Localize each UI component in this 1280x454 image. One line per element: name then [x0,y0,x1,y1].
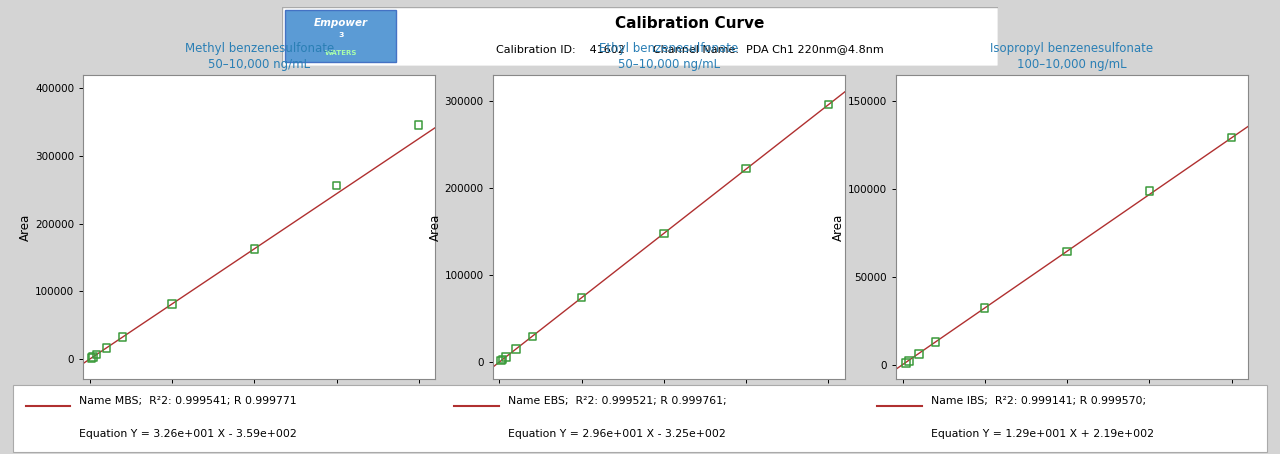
X-axis label: Amount: Amount [236,402,283,415]
Point [96,345,116,352]
Text: Equation Y = 3.26e+001 X - 3.59e+002: Equation Y = 3.26e+001 X - 3.59e+002 [79,429,297,439]
Text: ³: ³ [338,31,343,44]
Point [506,345,526,353]
Text: Equation Y = 2.96e+001 X - 3.25e+002: Equation Y = 2.96e+001 X - 3.25e+002 [508,429,726,439]
Point [925,338,946,345]
Point [326,182,347,189]
Point [161,300,182,307]
Point [1221,134,1242,141]
Y-axis label: Area: Area [19,213,32,241]
Text: Name MBS;  R²2: 0.999541; R 0.999771: Name MBS; R²2: 0.999541; R 0.999771 [79,396,297,406]
Point [654,230,675,237]
Point [495,353,516,360]
Point [899,357,919,365]
Text: Name IBS;  R²2: 0.999141; R 0.999570;: Name IBS; R²2: 0.999141; R 0.999570; [931,396,1146,406]
Point [81,354,101,361]
Text: Calibration ID:    41602        Channel Name:  PDA Ch1 220nm@4.8nm: Calibration ID: 41602 Channel Name: PDA … [497,44,884,54]
Text: Calibration Curve: Calibration Curve [616,16,765,31]
Point [86,351,106,358]
Point [113,333,133,340]
Text: Name EBS;  R²2: 0.999521; R 0.999761;: Name EBS; R²2: 0.999521; R 0.999761; [508,396,727,406]
Text: WATERS: WATERS [325,50,357,56]
Y-axis label: Area: Area [832,213,845,241]
Point [522,333,543,340]
Point [408,122,429,129]
Point [974,305,995,312]
Point [490,357,511,365]
Text: Equation Y = 1.29e+001 X + 2.19e+002: Equation Y = 1.29e+001 X + 2.19e+002 [931,429,1153,439]
Point [909,350,929,358]
X-axis label: Amount: Amount [1048,402,1096,415]
Title: Ethyl benzenesulfonate
50–10,000 ng/mL: Ethyl benzenesulfonate 50–10,000 ng/mL [599,42,739,71]
Point [736,165,756,172]
Bar [285,10,397,62]
Point [571,294,591,301]
Point [818,101,838,109]
Y-axis label: Area: Area [429,213,442,241]
Point [896,360,916,367]
Point [244,245,265,252]
X-axis label: Amount: Amount [645,402,692,415]
Point [1139,188,1160,195]
Title: Isopropyl benzenesulfonate
100–10,000 ng/mL: Isopropyl benzenesulfonate 100–10,000 ng… [991,42,1153,71]
Text: Empower: Empower [314,18,367,28]
Point [1057,248,1078,255]
Point [493,356,513,363]
Point [83,353,104,360]
Title: Methyl benzenesulfonate
50–10,000 ng/mL: Methyl benzenesulfonate 50–10,000 ng/mL [184,42,334,71]
